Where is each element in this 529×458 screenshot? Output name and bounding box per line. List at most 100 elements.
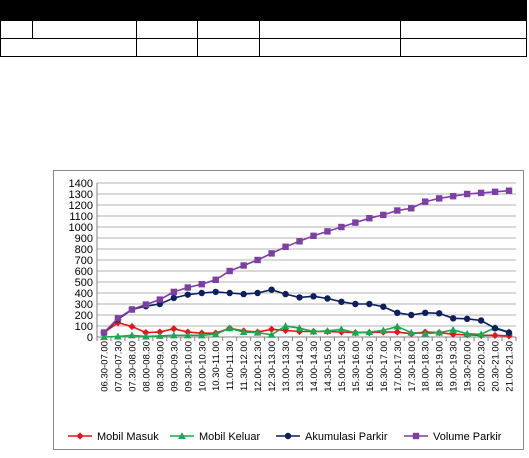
y-tick-label: 1100 (69, 211, 93, 223)
data-point (310, 293, 317, 300)
series-line (103, 189, 510, 334)
x-tick-label: 14.00-14.30 (309, 341, 320, 392)
data-point (449, 193, 457, 200)
data-point (324, 228, 331, 235)
data-point (408, 205, 415, 212)
legend-label: Akumulasi Parkir (305, 431, 388, 443)
data-point (212, 276, 219, 283)
data-point (491, 188, 499, 195)
y-tick-label: 300 (75, 299, 93, 311)
data-point (253, 328, 262, 336)
data-point (422, 198, 429, 205)
x-tick-label: 21.00-21.30 (505, 341, 516, 392)
data-point (310, 232, 317, 239)
data-point (170, 331, 178, 339)
y-tick-label: 800 (75, 244, 93, 256)
data-point (412, 432, 420, 440)
table-row (0, 20, 527, 39)
x-tick-label: 13.00-13.30 (281, 341, 292, 392)
data-point (337, 325, 346, 333)
data-point (366, 300, 373, 308)
table-cell (32, 20, 137, 39)
legend-item: Akumulasi Parkir (276, 431, 388, 443)
x-tick-label: 18.00-18.30 (421, 341, 432, 392)
x-tick-label: 16.00-16.30 (365, 341, 376, 392)
data-point (114, 332, 122, 340)
data-point (184, 291, 191, 298)
legend-label: Mobil Keluar (199, 431, 260, 443)
table-row (0, 38, 527, 57)
y-tick-label: 400 (75, 288, 93, 300)
x-tick-label: 10.30-11.00 (211, 341, 222, 391)
data-point (365, 328, 374, 336)
table-cell (136, 38, 198, 57)
data-point (197, 331, 206, 339)
data-point (366, 215, 373, 222)
data-point (477, 189, 485, 197)
table-cell (136, 20, 198, 39)
data-point (282, 243, 289, 250)
data-point (114, 319, 122, 327)
x-tick-label: 17.30-18.00 (407, 341, 418, 392)
x-tick-label: 07.30-08.00 (127, 341, 138, 392)
x-tick-label: 06.30-07.00 (99, 341, 110, 392)
series-volume-parkir (100, 187, 513, 336)
y-tick-label: 700 (75, 255, 93, 267)
data-point (393, 328, 401, 336)
axes (96, 183, 517, 341)
data-point (128, 331, 136, 339)
x-tick-label: 15.30-16.00 (351, 341, 362, 392)
data-point (435, 328, 443, 336)
y-tick-label: 1000 (69, 222, 93, 234)
y-tick-label: 1400 (69, 178, 93, 190)
data-point (477, 330, 485, 338)
data-point (226, 289, 233, 297)
table-cell (0, 38, 137, 57)
data-point (142, 332, 150, 340)
data-point (407, 328, 416, 336)
data-point (393, 322, 402, 330)
legend-label: Mobil Masuk (97, 431, 159, 443)
data-point (198, 281, 205, 288)
x-tick-label: 17.00-17.30 (393, 341, 404, 392)
data-point (408, 311, 415, 319)
data-point (114, 315, 122, 322)
data-point (198, 289, 205, 297)
table-cell (400, 20, 527, 39)
x-tick-label: 19.00-19.30 (449, 341, 460, 392)
data-point (142, 329, 150, 337)
legend-item: Mobil Keluar (170, 431, 260, 443)
data-point (76, 432, 84, 440)
series-layer (100, 187, 513, 340)
data-point (170, 294, 178, 302)
data-point (170, 288, 178, 296)
legend-label: Volume Parkir (433, 431, 502, 443)
x-tick-label: 13.30-14.00 (295, 341, 306, 392)
y-tick-label: 100 (75, 321, 93, 333)
data-point (351, 328, 360, 336)
x-tick-label: 08.00-08.30 (141, 341, 152, 392)
data-point (505, 187, 513, 194)
data-point (338, 298, 345, 305)
x-tick-label: 10.00-10.30 (197, 341, 208, 392)
data-point (296, 238, 303, 245)
x-tick-label: 07.00-07.30 (113, 341, 124, 392)
data-point (463, 329, 471, 337)
data-point (281, 322, 290, 329)
data-point (100, 333, 108, 340)
x-tick-label: 20.00-20.30 (477, 341, 488, 392)
x-axis-ticks: 06.30-07.00 07.00-07.30 07.30-08.00 08.00-0… (99, 341, 515, 392)
data-point (254, 289, 261, 297)
x-tick-label: 14.30-15.00 (323, 341, 334, 392)
data-point (338, 223, 345, 231)
series-mobil-keluar (100, 322, 513, 340)
data-point (268, 286, 275, 293)
x-tick-label: 11.00-11.30 (225, 341, 236, 390)
data-point (254, 256, 261, 264)
table-cell (197, 38, 260, 57)
data-point (435, 310, 443, 317)
legend: Mobil Masuk Mobil Keluar Akumulasi Parkir V… (68, 431, 502, 443)
table-header-row (0, 0, 527, 21)
data-point (296, 294, 303, 301)
data-point (394, 309, 401, 316)
